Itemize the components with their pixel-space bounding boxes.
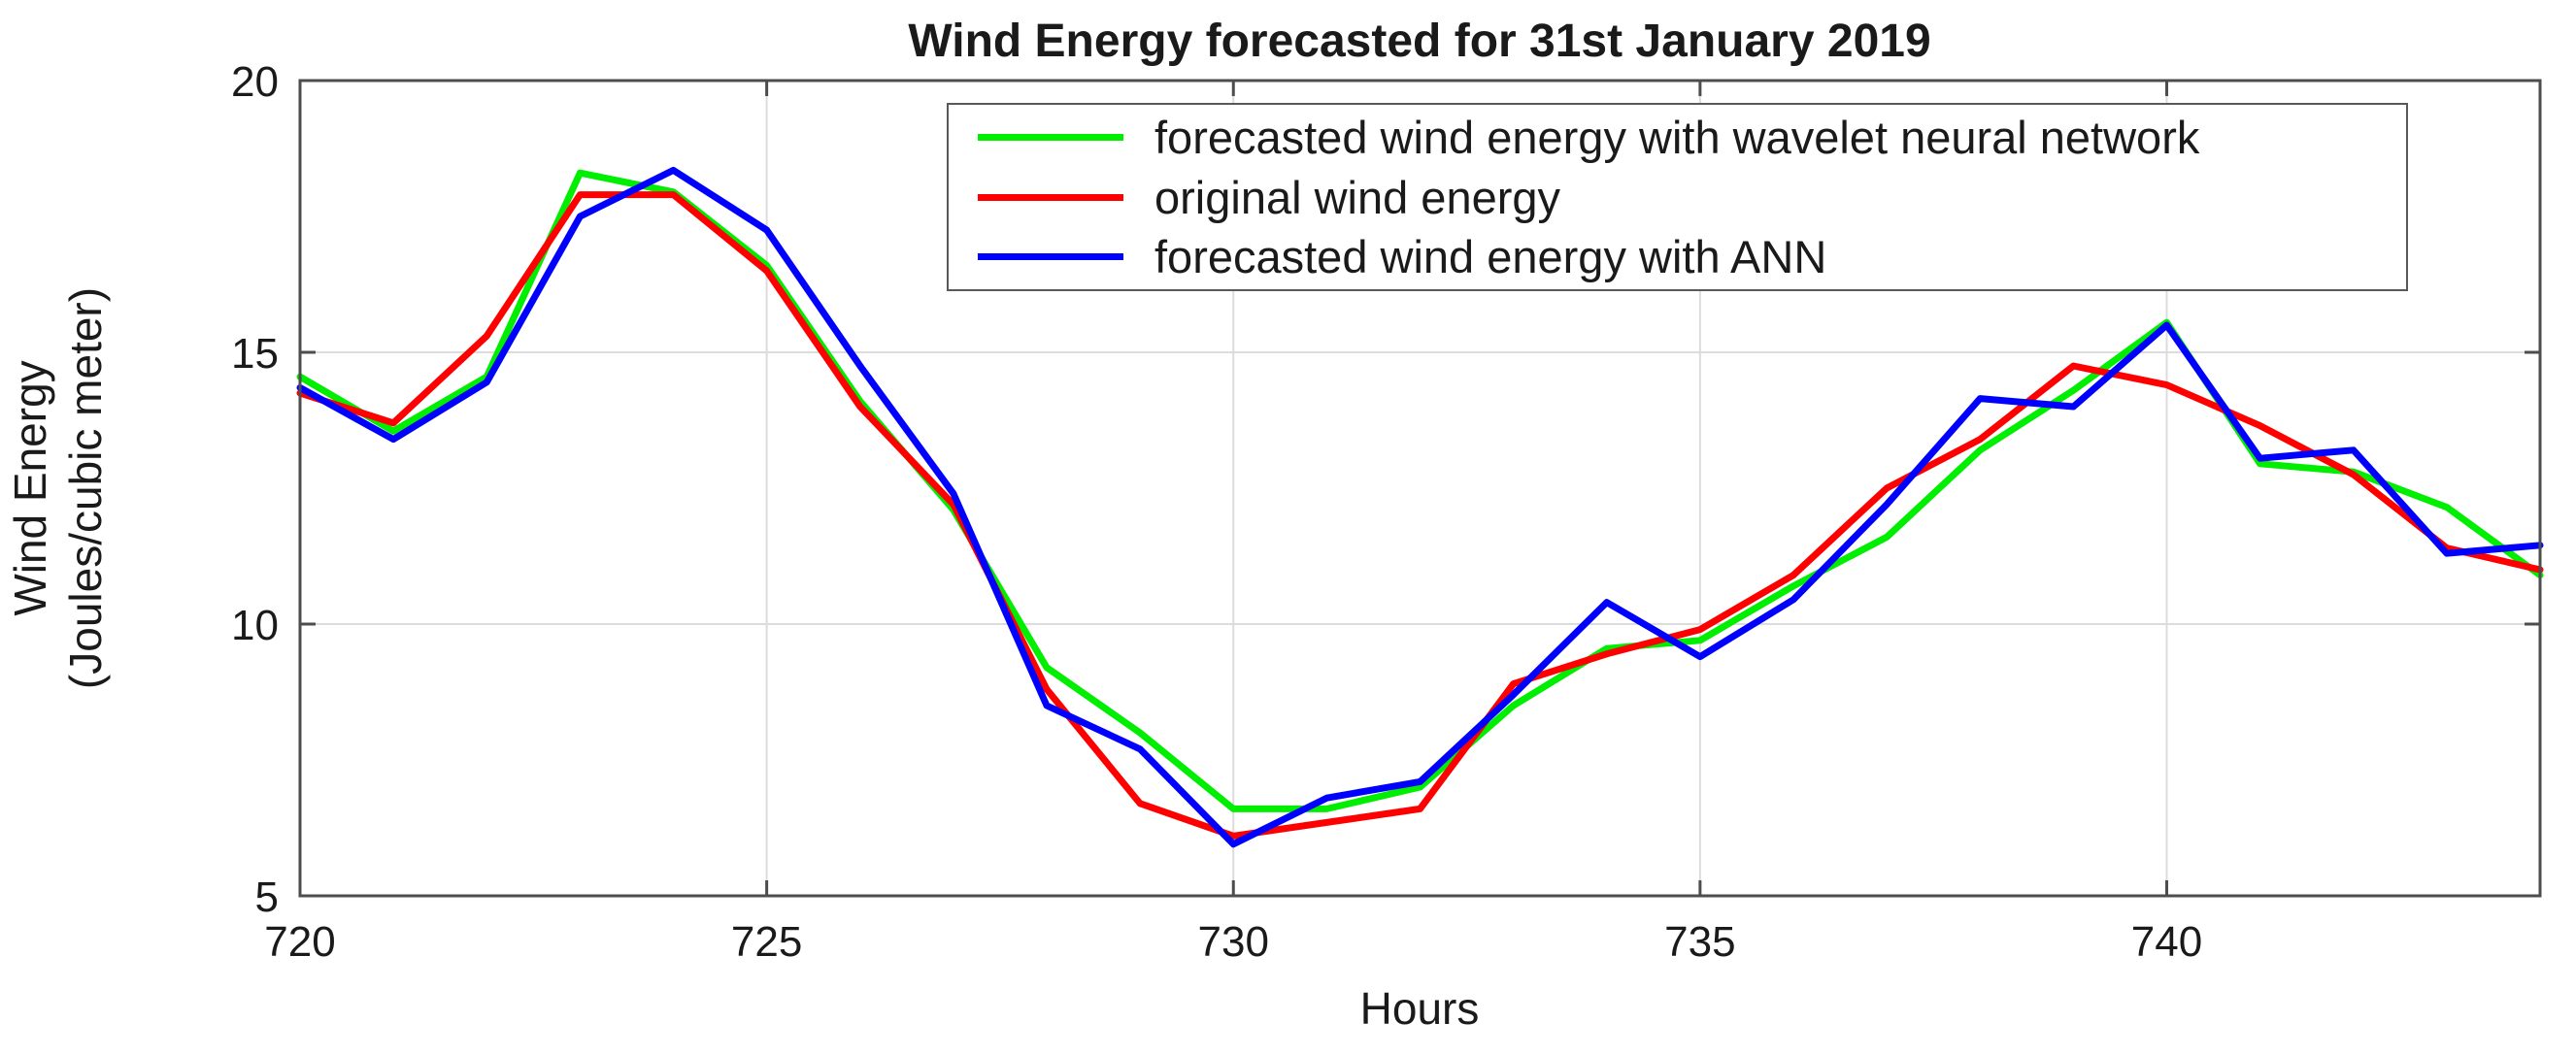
legend-item-original: original wind energy bbox=[978, 171, 2406, 224]
y-axis-label-line2: (Joules/cubic meter) bbox=[60, 287, 111, 689]
axes-frame bbox=[298, 79, 2542, 898]
legend-item-wavelet: forecasted wind energy with wavelet neur… bbox=[978, 111, 2406, 164]
svg-text:20: 20 bbox=[231, 58, 279, 106]
svg-text:735: 735 bbox=[1664, 918, 1735, 966]
tick-labels: 720 725 730 735 740 5 10 15 20 bbox=[231, 58, 2202, 966]
svg-text:740: 740 bbox=[2131, 918, 2202, 966]
chart-title: Wind Energy forecasted for 31st January … bbox=[908, 16, 1930, 67]
legend-item-ann: forecasted wind energy with ANN bbox=[978, 230, 2406, 283]
legend-line-green bbox=[978, 134, 1123, 142]
y-axis-label-line1: Wind Energy bbox=[5, 360, 55, 615]
legend-line-red bbox=[978, 193, 1123, 201]
svg-text:15: 15 bbox=[231, 330, 279, 378]
legend-label-ann: forecasted wind energy with ANN bbox=[1154, 230, 1827, 282]
x-axis-label: Hours bbox=[1360, 983, 1480, 1034]
data-series-lines bbox=[296, 166, 2544, 848]
legend: forecasted wind energy with wavelet neur… bbox=[947, 103, 2408, 291]
svg-text:730: 730 bbox=[1198, 918, 1269, 966]
legend-label-original: original wind energy bbox=[1154, 171, 1561, 223]
legend-label-wavelet: forecasted wind energy with wavelet neur… bbox=[1154, 112, 2200, 164]
svg-text:5: 5 bbox=[255, 874, 279, 921]
svg-text:720: 720 bbox=[264, 918, 335, 966]
svg-text:10: 10 bbox=[231, 602, 279, 649]
svg-text:725: 725 bbox=[731, 918, 802, 966]
legend-line-blue bbox=[978, 252, 1123, 260]
